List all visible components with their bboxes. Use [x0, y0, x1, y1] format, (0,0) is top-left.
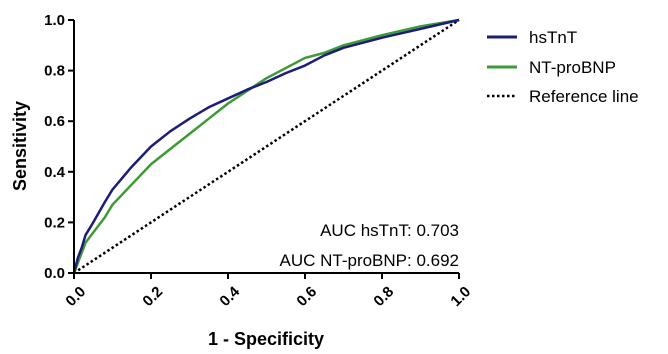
series-line-hstnt — [72, 18, 460, 274]
legend: hsTnT NT-proBNP Reference line — [487, 28, 639, 106]
x-tick-label: 0.0 — [62, 283, 89, 310]
annotation-auc-hstnt: AUC hsTnT: 0.703 — [320, 221, 459, 240]
plot-area — [72, 18, 460, 275]
x-tick-label: 0.6 — [293, 283, 320, 310]
annotation-auc-ntprobnp: AUC NT-proBNP: 0.692 — [279, 251, 459, 270]
legend-item-ntprobnp: NT-proBNP — [487, 58, 616, 77]
series-line-nt-probnp — [72, 18, 460, 274]
legend-label-ntprobnp: NT-proBNP — [529, 58, 616, 77]
legend-label-reference-line: Reference line — [529, 87, 639, 106]
legend-label-hstnt: hsTnT — [529, 28, 577, 47]
x-tick-label: 0.4 — [216, 283, 243, 310]
legend-item-hstnt: hsTnT — [487, 28, 577, 47]
y-tick-label: 0.6 — [44, 113, 65, 130]
x-tick-label: 0.8 — [370, 283, 397, 310]
y-axis-ticks: 0.0 0.2 0.4 0.6 0.8 1.0 — [44, 12, 74, 282]
x-tick-label: 1.0 — [447, 283, 474, 310]
series-line-reference-line — [73, 18, 460, 275]
y-tick-label: 1.0 — [44, 12, 65, 29]
y-axis-title: Sensitivity — [10, 101, 30, 191]
y-tick-label: 0.4 — [44, 164, 66, 181]
y-tick-label: 0.8 — [44, 63, 65, 80]
y-tick-label: 0.0 — [44, 265, 65, 282]
x-axis-title: 1 - Specificity — [208, 329, 324, 349]
legend-item-reference-line: Reference line — [487, 87, 639, 106]
y-tick-label: 0.2 — [44, 214, 65, 231]
x-tick-label: 0.2 — [139, 283, 166, 310]
x-axis-ticks: 0.0 0.2 0.4 0.6 0.8 1.0 — [62, 273, 474, 310]
